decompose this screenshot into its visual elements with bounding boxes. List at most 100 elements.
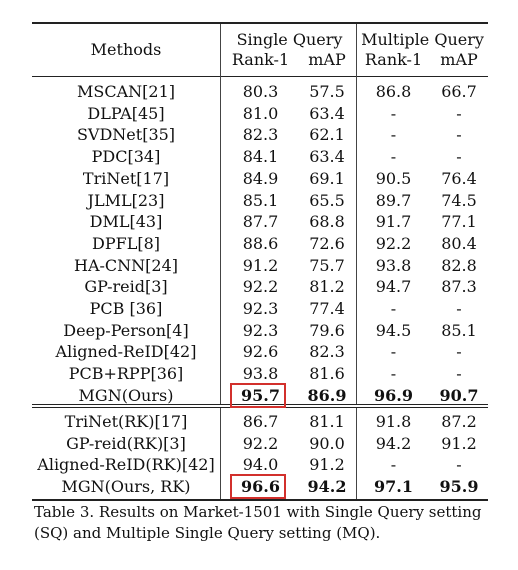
method-cell: Deep-Person[4] <box>63 320 189 340</box>
method-cell: DPFL[8] <box>92 233 160 253</box>
method-cell: MGN(Ours) <box>78 385 174 405</box>
sq-rank1-cell: 85.1 <box>242 190 279 210</box>
mq-rank1-cell: 91.7 <box>375 212 412 232</box>
sq-rank1-cell: 92.2 <box>242 277 279 297</box>
sq-rank1-cell: 94.0 <box>242 455 279 475</box>
mq-map-cell: - <box>456 364 462 384</box>
mq-map-cell: 66.7 <box>441 82 477 101</box>
sq-rank1-cell: 86.7 <box>242 412 279 431</box>
highlight-box <box>230 382 286 408</box>
method-cell: JLML[23] <box>87 190 165 210</box>
mq-rank1-cell: 94.2 <box>375 433 412 453</box>
sq-rank1-cell: 84.1 <box>242 147 279 167</box>
sq-map-cell: 69.1 <box>309 168 345 188</box>
sq-map-cell: 86.9 <box>307 385 347 405</box>
sq-map-cell: 75.7 <box>309 255 345 275</box>
sq-rank1-cell: 92.3 <box>242 299 279 318</box>
mq-map-cell: - <box>456 342 462 362</box>
method-cell: Aligned-ReID[42] <box>55 342 197 362</box>
sq-rank1-cell: 96.6 <box>241 477 280 497</box>
sq-map-cell: 72.6 <box>309 233 345 253</box>
method-cell: TriNet(RK)[17] <box>64 412 188 431</box>
header-bottom-rule <box>32 76 488 77</box>
group-separator-rule <box>32 404 488 405</box>
sq-map-cell: 90.0 <box>309 433 345 453</box>
mq-rank1-cell: 89.7 <box>375 190 412 210</box>
method-cell: PCB+RPP[36] <box>68 364 184 384</box>
mq-map-cell: 76.4 <box>441 168 477 188</box>
mq-map-cell: 90.7 <box>439 385 479 405</box>
sq-rank1-cell: 95.7 <box>241 385 280 405</box>
sq-map-cell: 65.5 <box>309 190 345 210</box>
mq-rank1-cell: 96.9 <box>374 385 413 405</box>
sq-map-cell: 57.5 <box>309 82 345 101</box>
mq-rank1-cell: - <box>390 125 397 145</box>
sq-rank1-cell: 82.3 <box>242 125 279 145</box>
mq-map-cell: 87.2 <box>441 412 477 431</box>
method-cell: TriNet[17] <box>82 168 170 188</box>
mq-map-cell: 87.3 <box>441 277 477 297</box>
multiple-query-header: Multiple Query <box>361 30 484 49</box>
mq-map-cell: 74.5 <box>441 190 477 210</box>
method-cell: MGN(Ours, RK) <box>61 477 191 497</box>
mq-rank1-cell: - <box>390 342 397 362</box>
mq-map-cell: 77.1 <box>441 212 477 232</box>
mq-rank1-cell: - <box>390 147 397 167</box>
method-cell: DML[43] <box>89 212 163 232</box>
table-top-rule <box>32 22 488 24</box>
method-cell: GP-reid[3] <box>84 277 168 297</box>
sq-map-cell: 77.4 <box>309 299 345 318</box>
method-cell: Aligned-ReID(RK)[42] <box>37 455 215 475</box>
mq-map-cell: - <box>456 125 462 145</box>
mq-map-cell: - <box>456 103 462 123</box>
sq-rank1-header: Rank-1 <box>231 50 290 69</box>
mq-rank1-cell: 91.8 <box>375 412 412 431</box>
sq-rank1-cell: 80.3 <box>242 82 279 101</box>
sq-map-cell: 82.3 <box>309 342 345 362</box>
methods-divider-lower <box>220 408 221 499</box>
sq-rank1-cell: 92.2 <box>242 433 279 453</box>
sq-map-cell: 79.6 <box>309 320 345 340</box>
sq-map-cell: 81.2 <box>309 277 345 297</box>
mq-map-cell: 95.9 <box>439 477 479 497</box>
method-cell: PDC[34] <box>91 147 161 167</box>
mq-rank1-cell: 90.5 <box>375 168 412 188</box>
mq-rank1-header: Rank-1 <box>364 50 423 69</box>
method-cell: GP-reid(RK)[3] <box>66 433 186 453</box>
sq-map-cell: 68.8 <box>309 212 345 232</box>
method-cell: SVDNet[35] <box>76 125 176 145</box>
mq-map-cell: - <box>456 147 462 167</box>
method-cell: DLPA[45] <box>87 103 165 123</box>
sq-map-header: mAP <box>308 50 346 69</box>
method-cell: MSCAN[21] <box>77 82 175 101</box>
method-cell: PCB [36] <box>89 299 163 318</box>
mq-map-cell: - <box>456 455 462 475</box>
table-caption: Table 3. Results on Market-1501 with Sin… <box>34 503 482 542</box>
sq-map-cell: 91.2 <box>309 455 345 475</box>
mq-rank1-cell: - <box>390 364 397 384</box>
highlight-box <box>230 474 286 500</box>
mq-rank1-cell: - <box>390 103 397 123</box>
methods-header: Methods <box>90 40 162 59</box>
mq-rank1-cell: 94.7 <box>375 277 412 297</box>
mq-rank1-cell: 86.8 <box>375 82 412 101</box>
table-bottom-rule <box>32 499 488 501</box>
sq-map-cell: 62.1 <box>309 125 345 145</box>
mq-map-cell: 82.8 <box>441 255 477 275</box>
sq-rank1-cell: 84.9 <box>242 168 279 188</box>
sq-rank1-cell: 91.2 <box>242 255 279 275</box>
sq-map-cell: 63.4 <box>309 103 345 123</box>
mq-rank1-cell: 93.8 <box>375 255 412 275</box>
sq-map-cell: 94.2 <box>307 477 347 497</box>
query-divider <box>356 24 357 404</box>
mq-map-cell: 80.4 <box>441 233 477 253</box>
sq-rank1-cell: 93.8 <box>242 364 279 384</box>
mq-map-cell: 85.1 <box>441 320 477 340</box>
sq-map-cell: 81.6 <box>309 364 345 384</box>
query-divider-lower <box>356 408 357 499</box>
methods-divider <box>220 24 221 404</box>
mq-map-cell: - <box>456 299 462 318</box>
sq-rank1-cell: 81.0 <box>242 103 279 123</box>
sq-rank1-cell: 92.6 <box>242 342 279 362</box>
